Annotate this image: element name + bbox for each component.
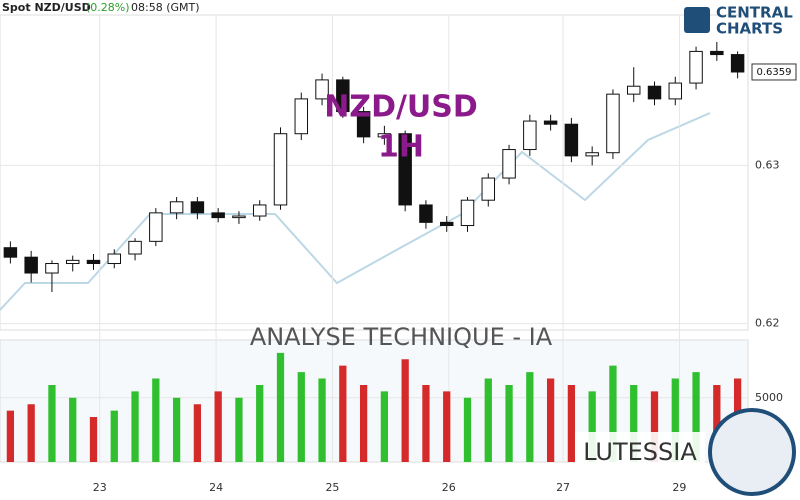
candle-body [689, 50, 703, 84]
candle-body [710, 50, 724, 56]
y-tick-label: 0.62 [755, 317, 780, 330]
time: 08:58 (GMT) [131, 1, 200, 14]
candle-body [481, 177, 496, 201]
wm-caption: ANALYSE TECHNIQUE - IA [250, 323, 553, 351]
candle-body [190, 201, 205, 214]
candle-body [232, 215, 246, 219]
candle-body [86, 259, 101, 265]
candle-body [3, 247, 18, 258]
x-tick-label: 25 [325, 481, 339, 494]
candle-body [398, 133, 412, 206]
x-tick-label: 23 [93, 481, 107, 494]
candle-body [730, 54, 745, 73]
candle-body [169, 201, 184, 214]
candle-body [439, 221, 454, 227]
candle-body [502, 149, 516, 179]
brand-box [575, 432, 705, 472]
candle-body [107, 253, 122, 265]
x-tick-label: 26 [442, 481, 456, 494]
candle-body [45, 263, 59, 274]
price-panel [0, 14, 749, 331]
candle-body [24, 256, 38, 274]
candle-body [149, 212, 163, 242]
y-tick-label: 0.63 [755, 158, 780, 171]
candle-body [668, 82, 683, 100]
logo-line1: CENTRAL [716, 4, 793, 22]
candle-body [294, 98, 309, 135]
candle-body [606, 93, 620, 154]
candle-body [211, 212, 225, 219]
candle-body [585, 152, 599, 157]
volume-tick-label: 5000 [755, 391, 783, 404]
last-value-box [751, 63, 797, 81]
candle-body [65, 259, 80, 265]
candle-body [356, 111, 371, 138]
logo-icon [684, 7, 710, 33]
last-value-label: 0.6359 [757, 67, 792, 78]
candle-body [647, 85, 662, 100]
candle-body [419, 204, 433, 223]
candle-body [315, 79, 329, 100]
candle-body [543, 120, 558, 125]
change: (0.28%) [86, 1, 130, 14]
candle-body [626, 85, 641, 95]
decor-line [0, 112, 711, 311]
x-tick-label: 27 [556, 481, 570, 494]
logo-line2: CHARTS [716, 20, 783, 38]
x-tick-label: 29 [672, 481, 686, 494]
symbol: Spot NZD/USD [2, 1, 91, 14]
candle-body [273, 133, 288, 206]
wm-timeframe: 1H [378, 130, 424, 165]
brand: LUTESSIA [583, 438, 697, 466]
candle-body [336, 79, 350, 113]
avatar [708, 408, 796, 496]
wm-pair: NZD/USD [324, 90, 478, 125]
plot: 23 24 25 26 27 29 0.62 0.63 5000 0.6359 [0, 15, 797, 494]
candle-body [460, 199, 475, 227]
candle-body [523, 120, 537, 151]
candle-body [128, 240, 142, 255]
candle-body [377, 133, 392, 138]
x-tick-label: 24 [209, 481, 223, 494]
candle-body [252, 204, 267, 217]
candle-body [564, 123, 579, 157]
